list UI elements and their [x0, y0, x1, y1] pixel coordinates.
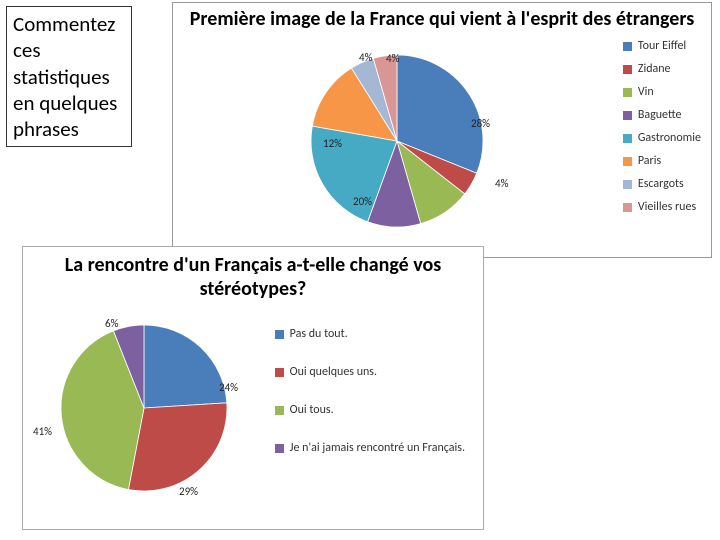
datalabel: 4%	[386, 52, 399, 65]
datalabel: 4%	[495, 177, 508, 190]
legend-label: Gastronomie	[638, 131, 701, 145]
pie2-svg	[61, 325, 227, 491]
chart1-body: Tour Eiffel Zidane Vin Baguette Gastronomie P…	[173, 31, 711, 225]
legend-label: Baguette	[638, 108, 682, 122]
legend-swatch	[623, 180, 632, 189]
legend-item: Gastronomie	[623, 131, 701, 145]
legend-label: Vieilles rues	[638, 200, 696, 214]
datalabel: 4%	[359, 51, 372, 64]
legend-item: Vin	[623, 85, 701, 99]
legend-swatch	[275, 368, 284, 377]
legend-item: Paris	[623, 154, 701, 168]
legend-swatch	[623, 42, 632, 51]
legend-item: Oui tous.	[275, 403, 465, 417]
chart-stereotypes: La rencontre d'un Français a-t-elle chan…	[22, 246, 484, 530]
legend-item: Oui quelques uns.	[275, 365, 465, 379]
legend-label: Tour Eiffel	[638, 39, 686, 53]
legend-label: Oui tous.	[290, 403, 334, 417]
chart2-title: La rencontre d'un Français a-t-elle chan…	[23, 247, 483, 301]
chart1-legend: Tour Eiffel Zidane Vin Baguette Gastronomie P…	[623, 39, 701, 223]
datalabel: 28%	[471, 117, 490, 130]
legend-swatch	[623, 111, 632, 120]
legend-swatch	[623, 134, 632, 143]
legend-label: Je n'ai jamais rencontré un Français.	[290, 441, 465, 455]
legend-swatch	[275, 330, 284, 339]
pie-slice	[144, 325, 227, 408]
legend-swatch	[275, 406, 284, 415]
legend-item: Tour Eiffel	[623, 39, 701, 53]
instruction-text: Commentez ces statistiques en quelques p…	[6, 6, 132, 147]
legend-label: Zidane	[638, 62, 671, 76]
legend-swatch	[275, 444, 284, 453]
datalabel: 12%	[323, 137, 342, 150]
legend-item: Pas du tout.	[275, 327, 465, 341]
legend-label: Escargots	[638, 177, 684, 191]
legend-label: Pas du tout.	[290, 327, 348, 341]
legend-item: Vieilles rues	[623, 200, 701, 214]
legend-label: Oui quelques uns.	[290, 365, 377, 379]
chart1-title: Première image de la France qui vient à …	[173, 3, 711, 31]
chart-france-image: Première image de la France qui vient à …	[172, 2, 712, 258]
legend-item: Zidane	[623, 62, 701, 76]
datalabel: 29%	[179, 485, 198, 498]
legend-item: Baguette	[623, 108, 701, 122]
chart2-legend: Pas du tout. Oui quelques uns. Oui tous. Je…	[275, 327, 465, 479]
datalabel: 6%	[105, 317, 118, 330]
legend-label: Paris	[638, 154, 661, 168]
pie-slice	[128, 403, 227, 491]
legend-item: Escargots	[623, 177, 701, 191]
datalabel: 20%	[353, 195, 372, 208]
chart2-body: Pas du tout. Oui quelques uns. Oui tous. Je…	[23, 301, 483, 517]
legend-label: Vin	[638, 85, 654, 99]
legend-item: Je n'ai jamais rencontré un Français.	[275, 441, 465, 455]
legend-swatch	[623, 88, 632, 97]
datalabel: 41%	[33, 425, 52, 438]
legend-swatch	[623, 157, 632, 166]
legend-swatch	[623, 203, 632, 212]
legend-swatch	[623, 65, 632, 74]
datalabel: 24%	[219, 381, 238, 394]
